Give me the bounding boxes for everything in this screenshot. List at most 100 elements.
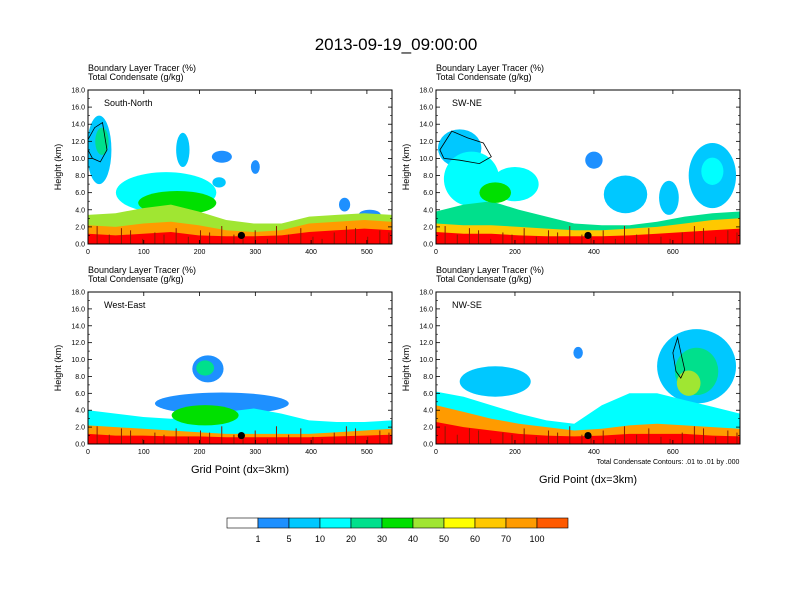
x-tick-label: 0: [86, 449, 90, 456]
colorbar-label: 40: [408, 534, 418, 544]
y-tick-label: 12.0: [419, 340, 433, 347]
y-tick-label: 2.0: [75, 425, 85, 432]
y-tick-label: 16.0: [71, 306, 85, 313]
colorbar-label: 20: [346, 534, 356, 544]
y-tick-label: 10.0: [419, 156, 433, 163]
x-axis-label: Grid Point (dx=3km): [191, 464, 289, 476]
y-tick-label: 0.0: [75, 442, 85, 449]
panels-group: Boundary Layer Tracer (%) Total Condensat…: [53, 63, 741, 486]
colorbar-label: 10: [315, 534, 325, 544]
y-tick-label: 10.0: [71, 156, 85, 163]
colorbar-cell: [319, 517, 352, 529]
panel-label: West-East: [104, 300, 146, 310]
y-tick-label: 2.0: [423, 425, 433, 432]
y-tick-label: 4.0: [423, 408, 433, 415]
y-tick-label: 12.0: [71, 139, 85, 146]
y-tick-label: 6.0: [423, 391, 433, 398]
x-tick-label: 200: [194, 449, 206, 456]
y-tick-label: 12.0: [71, 340, 85, 347]
contour-note: Total Condensate Contours: .01 to .01 by…: [597, 459, 740, 466]
x-tick-label: 400: [305, 249, 317, 256]
y-tick-label: 4.0: [75, 408, 85, 415]
field-nw-se: [436, 292, 740, 444]
location-marker: [237, 231, 245, 240]
colorbar-cell: [226, 517, 259, 529]
field-west-east: [88, 292, 392, 444]
panel-header-line: Total Condensate (g/kg): [88, 72, 184, 82]
colorbar-label: 60: [470, 534, 480, 544]
condensate-contour: [439, 130, 492, 165]
y-axis-label: Height (km): [53, 144, 63, 191]
field-cell: [603, 175, 648, 214]
y-tick-label: 18.0: [419, 88, 433, 95]
y-tick-label: 8.0: [423, 173, 433, 180]
x-tick-label: 200: [194, 249, 206, 256]
colorbar-cell: [474, 517, 507, 529]
colorbar-label: 70: [501, 534, 511, 544]
condensate-contour: [672, 336, 686, 379]
colorbar-cell: [536, 517, 569, 529]
x-tick-label: 300: [249, 249, 261, 256]
panel-south-north: Boundary Layer Tracer (%)Total Condensat…: [53, 63, 393, 256]
figure-title: 2013-09-19_09:00:00: [315, 35, 478, 54]
field-cell: [95, 127, 109, 156]
field-cell: [196, 360, 215, 376]
colorbar-label: 50: [439, 534, 449, 544]
x-tick-label: 0: [86, 249, 90, 256]
y-tick-label: 8.0: [75, 173, 85, 180]
panel-label: NW-SE: [452, 300, 482, 310]
y-tick-label: 10.0: [419, 357, 433, 364]
field-south-north: [88, 90, 392, 244]
field-cell: [659, 180, 679, 215]
field-sw-ne: [436, 90, 740, 244]
colorbar-cell: [505, 517, 538, 529]
condensate-contour: [88, 121, 108, 163]
colorbar-cell: [257, 517, 290, 529]
field-cell: [701, 157, 724, 185]
colorbar-cell: [381, 517, 414, 529]
x-tick-label: 600: [667, 249, 679, 256]
y-tick-label: 14.0: [71, 323, 85, 330]
panel-nw-se: Boundary Layer Tracer (%)Total Condensat…: [401, 265, 741, 486]
y-tick-label: 14.0: [71, 122, 85, 129]
y-axis-label: Height (km): [53, 345, 63, 392]
colorbar-cell: [443, 517, 476, 529]
x-tick-label: 0: [434, 449, 438, 456]
colorbar-label: 5: [286, 534, 291, 544]
x-tick-label: 100: [138, 449, 150, 456]
y-tick-label: 8.0: [423, 374, 433, 381]
y-tick-label: 16.0: [71, 105, 85, 112]
location-marker: [584, 431, 592, 440]
field-cell: [479, 182, 512, 203]
panel-label: SW-NE: [452, 98, 482, 108]
y-tick-label: 14.0: [419, 122, 433, 129]
x-tick-label: 200: [509, 249, 521, 256]
panel-header-line: Total Condensate (g/kg): [436, 274, 532, 284]
panel-header-line: Boundary Layer Tracer (%): [88, 265, 196, 275]
panel-label: South-North: [104, 98, 153, 108]
colorbar-cell: [412, 517, 445, 529]
x-tick-label: 300: [249, 449, 261, 456]
y-tick-label: 14.0: [419, 323, 433, 330]
x-tick-label: 500: [361, 249, 373, 256]
x-tick-label: 200: [509, 449, 521, 456]
y-tick-label: 16.0: [419, 105, 433, 112]
y-tick-label: 4.0: [423, 207, 433, 214]
field-cell: [459, 366, 531, 397]
x-axis-label: Grid Point (dx=3km): [539, 474, 637, 486]
field-cell: [211, 150, 232, 163]
y-tick-label: 18.0: [71, 290, 85, 297]
y-tick-label: 18.0: [71, 88, 85, 95]
colorbar-label: 30: [377, 534, 387, 544]
y-tick-label: 2.0: [423, 224, 433, 231]
field-cell: [250, 160, 260, 174]
y-tick-label: 8.0: [75, 374, 85, 381]
y-tick-label: 6.0: [75, 391, 85, 398]
field-cell: [676, 370, 701, 396]
y-tick-label: 0.0: [423, 242, 433, 249]
x-tick-label: 0: [434, 249, 438, 256]
y-tick-label: 2.0: [75, 224, 85, 231]
y-tick-label: 0.0: [75, 242, 85, 249]
